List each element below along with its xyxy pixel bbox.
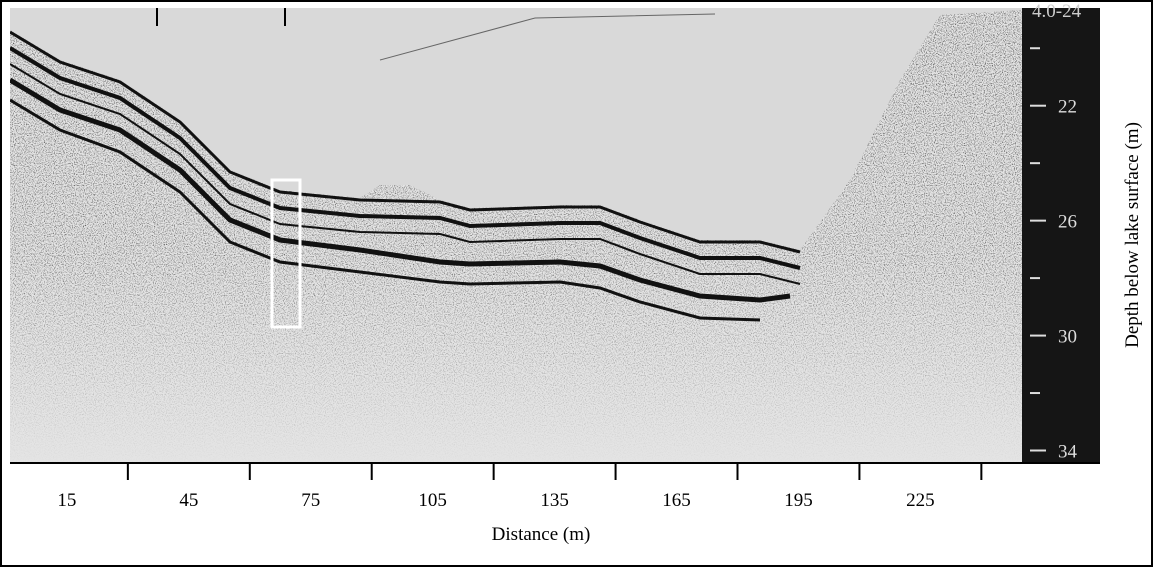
x-axis-label: Distance (m): [492, 524, 591, 545]
seismic-profile: [10, 8, 1022, 462]
y-tick-label: 34: [1058, 442, 1078, 463]
x-tick-label: 195: [784, 490, 813, 511]
x-tick-label: 45: [179, 490, 198, 511]
x-tick-label: 105: [418, 490, 447, 511]
y-axis-label: Depth below lake surface (m): [1122, 122, 1143, 348]
y-tick-label: 30: [1058, 327, 1077, 348]
x-tick-label: 225: [906, 490, 935, 511]
scale-header: 4.0-24: [1032, 1, 1082, 22]
x-tick-label: 15: [57, 490, 76, 511]
x-tick-label: 165: [662, 490, 691, 511]
y-tick-label: 22: [1058, 97, 1077, 118]
x-tick-label: 75: [301, 490, 320, 511]
x-tick-label: 135: [540, 490, 569, 511]
depth-scale-strip: [1022, 8, 1100, 462]
y-tick-label: 26: [1058, 212, 1077, 233]
highlight-box: [270, 178, 302, 329]
